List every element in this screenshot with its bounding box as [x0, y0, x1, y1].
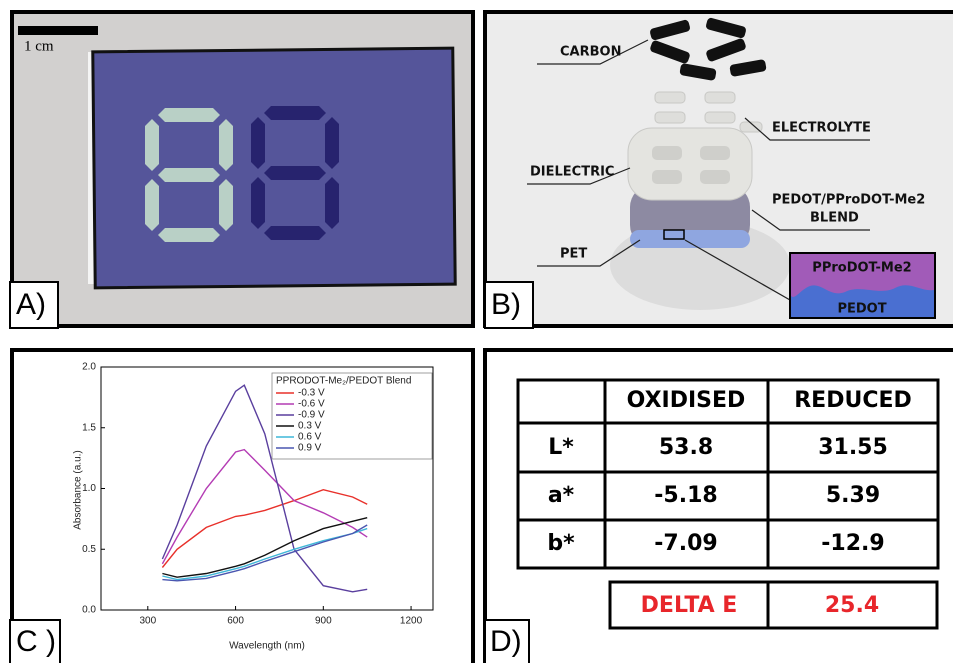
table-header: REDUCED: [794, 388, 912, 413]
y-tick-label: 2.0: [82, 362, 96, 373]
table-cell: a*: [548, 483, 575, 508]
panel-label: A): [16, 288, 46, 321]
carbon-label: CARBON: [560, 45, 621, 60]
x-tick-label: 1200: [400, 616, 423, 627]
segment: [145, 179, 159, 231]
segment: [219, 119, 233, 171]
panel-label: C ): [16, 625, 56, 658]
hole: [700, 170, 730, 184]
panel-label: B): [491, 288, 521, 321]
table-cell: 5.39: [826, 483, 880, 508]
pet-label: PET: [560, 247, 587, 262]
segment: [158, 108, 220, 122]
segment: [655, 112, 685, 123]
segment: [158, 168, 220, 182]
hole: [652, 170, 682, 184]
panel-d: OXIDISED REDUCED L* 53.8 31.55 a* -5.18 5.39 b* -…: [485, 350, 953, 663]
table-cell: b*: [547, 531, 575, 556]
table-cell: 53.8: [659, 435, 713, 460]
segment: [325, 117, 339, 169]
table-cell: -7.09: [654, 531, 717, 556]
segment: [251, 117, 265, 169]
blend-label: PEDOT/PProDOT-Me2: [772, 193, 925, 208]
dielectric-label: DIELECTRIC: [530, 165, 614, 180]
x-tick-label: 300: [139, 616, 156, 627]
segment: [705, 92, 735, 103]
inset-bottom-label: PEDOT: [837, 302, 886, 317]
electrolyte-label: ELECTROLYTE: [772, 121, 871, 136]
delta-label: DELTA E: [641, 593, 738, 618]
blend-label: BLEND: [810, 211, 859, 226]
y-tick-label: 1.5: [82, 422, 96, 433]
x-axis-label: Wavelength (nm): [229, 641, 305, 652]
segment: [219, 179, 233, 231]
x-tick-label: 600: [227, 616, 244, 627]
legend-label: -0.9 V: [298, 410, 325, 421]
segment: [705, 112, 735, 123]
legend-label: 0.6 V: [298, 432, 322, 443]
hole: [700, 146, 730, 160]
dielectric-layer: [628, 128, 752, 200]
segment: [325, 177, 339, 229]
table-cell: -12.9: [821, 531, 884, 556]
segment: [158, 228, 220, 242]
segment: [264, 226, 326, 240]
panel-c: 0.0 0.5 1.0 1.5 2.0 300 600 900 1200 PPRODOT-Me₂/…: [10, 350, 473, 663]
legend-label: -0.6 V: [298, 399, 325, 410]
y-axis-label: Absorbance (a.u.): [73, 450, 84, 530]
legend-label: 0.3 V: [298, 421, 322, 432]
table-cell: 31.55: [818, 435, 888, 460]
figure: 1 cm A): [0, 0, 953, 663]
segment: [655, 92, 685, 103]
page: { "panel_a": {"label": "A)", "scale_bar"…: [0, 0, 953, 663]
y-tick-label: 1.0: [82, 483, 96, 494]
panel-a: 1 cm A): [10, 12, 473, 328]
segment: [264, 106, 326, 120]
y-tick-label: 0.5: [82, 544, 96, 555]
pedot-edge: [630, 230, 750, 248]
legend-label: -0.3 V: [298, 388, 325, 399]
scale-bar: [18, 26, 98, 35]
legend-label: 0.9 V: [298, 443, 322, 454]
x-tick-label: 900: [315, 616, 332, 627]
segment: [251, 177, 265, 229]
table-header: OXIDISED: [627, 388, 746, 413]
panel-b: CARBON ELECTROLYTE DIELECTRIC PEDOT/PPro…: [485, 12, 953, 328]
panel-label: D): [490, 625, 522, 658]
legend-title: PPRODOT-Me₂/PEDOT Blend: [276, 376, 411, 387]
scale-label: 1 cm: [24, 38, 54, 54]
table-cell: -5.18: [654, 483, 717, 508]
segment: [264, 166, 326, 180]
inset-top-label: PProDOT-Me2: [812, 261, 911, 276]
delta-value: 25.4: [825, 593, 879, 618]
table-cell: L*: [548, 435, 574, 460]
hole: [652, 146, 682, 160]
y-tick-label: 0.0: [82, 605, 96, 616]
segment: [145, 119, 159, 171]
